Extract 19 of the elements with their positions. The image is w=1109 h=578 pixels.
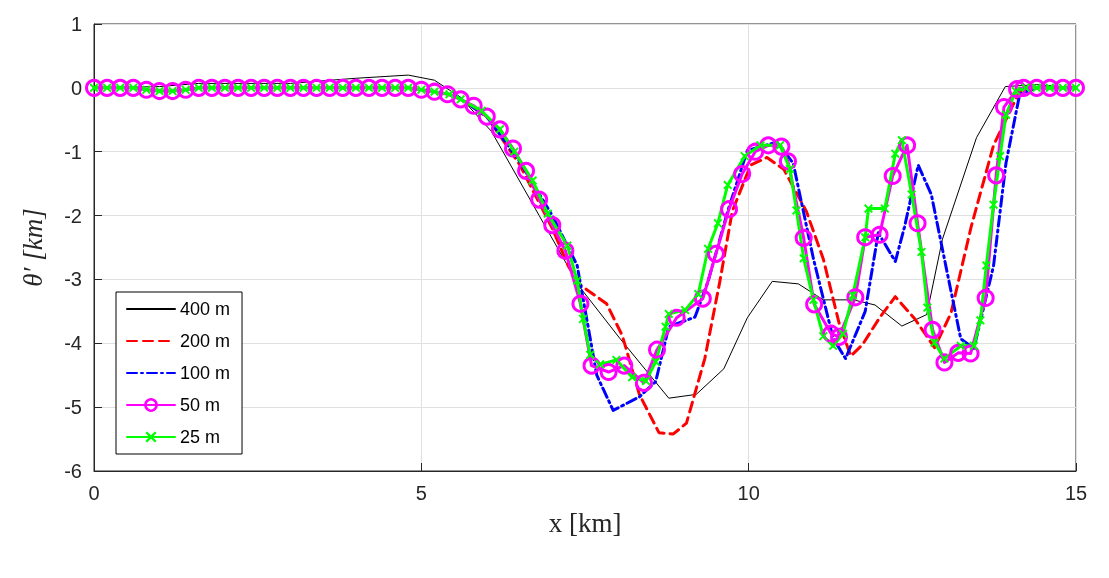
x-tick-label: 5 [415, 482, 427, 504]
y-tick-label: -2 [64, 204, 82, 227]
legend-label: 400 m [180, 299, 231, 319]
x-tick-label: 0 [88, 482, 100, 504]
y-tick-label: -3 [64, 268, 82, 291]
y-tick-label: -6 [64, 460, 82, 482]
x-tick-label: 15 [1064, 482, 1088, 504]
y-tick-label: 1 [70, 13, 82, 35]
y-tick-label: -5 [64, 396, 82, 419]
x-tick-label: 10 [737, 482, 760, 504]
y-tick-label: -4 [64, 332, 82, 355]
y-tick-label: 0 [70, 76, 82, 99]
legend-label: 200 m [180, 331, 231, 351]
y-axis-title: θ′ [km] [17, 208, 48, 287]
y-tick-label: -1 [64, 140, 82, 163]
legend-label: 25 m [180, 427, 221, 447]
x-axis-title: x [km] [548, 507, 622, 538]
legend-label: 50 m [180, 395, 221, 415]
legend-label: 100 m [180, 363, 231, 383]
